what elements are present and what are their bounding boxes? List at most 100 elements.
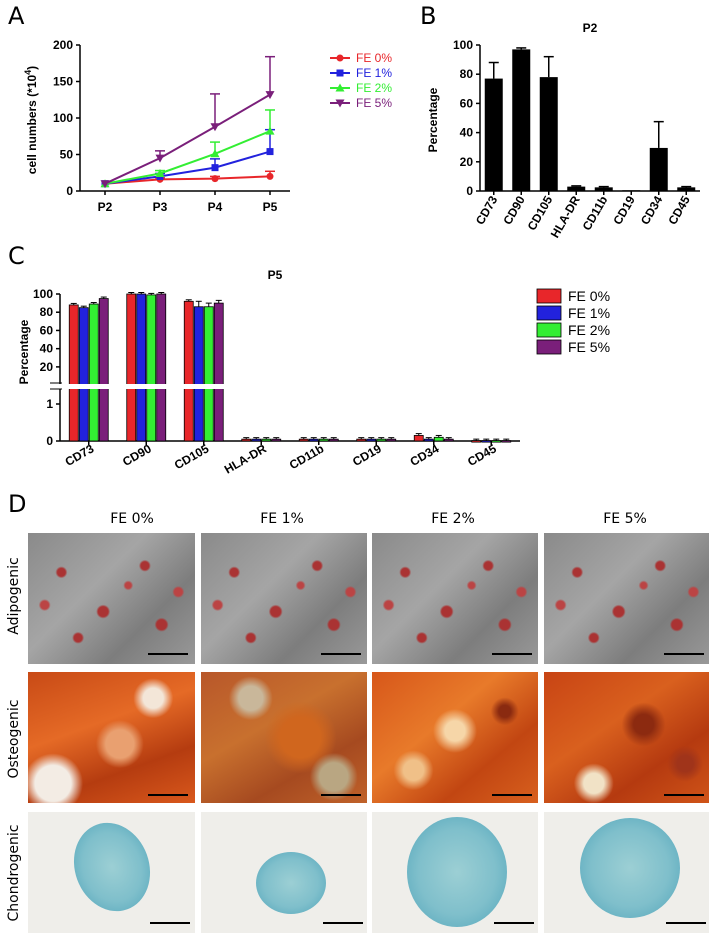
row-label-adipogenic: Adipogenic xyxy=(6,557,22,635)
bar xyxy=(328,438,339,442)
scale-bar xyxy=(664,794,704,796)
legend-label: FE 0% xyxy=(356,51,392,65)
data-point xyxy=(265,91,275,100)
bar xyxy=(491,440,502,443)
bar xyxy=(251,438,262,442)
y-tick-label: 60 xyxy=(40,323,54,337)
legend-swatch xyxy=(536,305,562,321)
bar xyxy=(413,435,424,442)
data-point xyxy=(266,172,274,180)
x-tick-label: CD90 xyxy=(500,193,528,227)
panel-label-b: B xyxy=(420,2,437,30)
data-point xyxy=(210,123,220,132)
column-title-fe0: FE 0% xyxy=(110,511,154,527)
x-tick-label: CD73 xyxy=(473,193,501,227)
axis-break-band xyxy=(50,384,520,389)
bar xyxy=(366,438,377,442)
micrograph-adipogenic-fe0 xyxy=(28,533,195,664)
data-point xyxy=(210,149,220,158)
micrograph-osteogenic-fe0 xyxy=(28,672,195,803)
legend-label: FE 2% xyxy=(568,322,610,338)
scale-bar xyxy=(494,922,534,924)
column-title-fe1: FE 1% xyxy=(260,511,304,527)
scale-bar xyxy=(321,653,361,655)
x-tick-label: CD34 xyxy=(408,441,442,469)
y-axis-label: Percentage xyxy=(426,87,440,152)
scale-bar xyxy=(148,653,188,655)
legend-swatch xyxy=(536,322,562,338)
chart-title: P5 xyxy=(268,268,283,282)
scale-bar xyxy=(492,794,532,796)
bar xyxy=(271,438,282,442)
bar xyxy=(539,77,558,191)
bar xyxy=(386,438,397,442)
y-tick-label: 80 xyxy=(40,305,54,319)
bar xyxy=(622,190,641,191)
bar xyxy=(318,438,329,442)
bar xyxy=(241,438,252,442)
bar xyxy=(308,438,319,442)
y-tick-label: 0 xyxy=(66,184,73,198)
y-axis-label: Percentage xyxy=(17,319,31,384)
bar xyxy=(98,298,109,442)
y-tick-label: 100 xyxy=(453,38,473,52)
pellet xyxy=(61,812,163,922)
micrograph-chondrogenic-fe5 xyxy=(544,812,709,933)
scale-bar xyxy=(492,653,532,655)
y-tick-label: 0 xyxy=(466,184,473,198)
y-tick-label: 40 xyxy=(460,126,474,140)
series-line xyxy=(104,150,271,185)
bar xyxy=(501,440,512,443)
scale-bar xyxy=(323,922,363,924)
data-point xyxy=(211,175,219,183)
y-axis-label: cell numbers (*104) xyxy=(23,66,39,174)
data-point xyxy=(265,126,275,135)
bar xyxy=(567,186,586,191)
row-label-osteogenic: Osteogenic xyxy=(6,699,22,779)
series-line xyxy=(104,175,271,185)
y-tick-label: 80 xyxy=(460,67,474,81)
micrograph-chondrogenic-fe2 xyxy=(372,812,538,933)
scale-bar xyxy=(150,922,190,924)
y-tick-label: 60 xyxy=(460,96,474,110)
bar xyxy=(156,293,167,442)
pellet xyxy=(407,817,507,927)
micrograph-osteogenic-fe1 xyxy=(201,672,367,803)
legend-label: FE 1% xyxy=(568,305,610,321)
bar xyxy=(68,304,79,442)
y-tick-label: 1 xyxy=(46,397,53,411)
bar xyxy=(146,294,157,442)
legend-swatch xyxy=(536,288,562,304)
bar xyxy=(376,438,387,442)
scale-bar xyxy=(148,794,188,796)
chart-a-growth: 0 50 100 150 200 P2 P3 P4 P5 cell numbers (*104) F… xyxy=(23,38,392,214)
column-title-fe2: FE 2% xyxy=(431,511,475,527)
micrograph-chondrogenic-fe0 xyxy=(28,812,195,933)
legend-label: FE 0% xyxy=(568,288,610,304)
y-tick-label: 40 xyxy=(40,342,54,356)
row-label-chondrogenic: Chondrogenic xyxy=(6,824,22,922)
x-tick-label: P2 xyxy=(98,200,113,214)
x-tick-label: CD45 xyxy=(665,193,693,227)
bar xyxy=(433,436,444,442)
bar xyxy=(136,293,147,442)
bar xyxy=(471,440,482,443)
x-tick-label: HLA-DR xyxy=(222,441,269,476)
legend-marker xyxy=(336,69,344,77)
legend-swatch xyxy=(536,339,562,355)
bar xyxy=(443,438,454,442)
series-line xyxy=(104,130,271,185)
legend-marker xyxy=(336,54,344,62)
y-tick-label: 150 xyxy=(53,75,73,89)
bar xyxy=(677,187,696,191)
panel-label-a: A xyxy=(8,2,25,30)
x-tick-label: P3 xyxy=(153,200,168,214)
chart-c-p5-markers: P5 20 40 60 80 100 0 1 Percentage CD73 CD90 CD105 HL… xyxy=(17,268,610,477)
scale-bar xyxy=(664,653,704,655)
scale-bar xyxy=(321,794,361,796)
bar xyxy=(183,300,194,442)
x-tick-label: P4 xyxy=(208,200,223,214)
bar xyxy=(88,303,99,442)
data-point xyxy=(155,168,165,177)
bar xyxy=(484,78,503,191)
